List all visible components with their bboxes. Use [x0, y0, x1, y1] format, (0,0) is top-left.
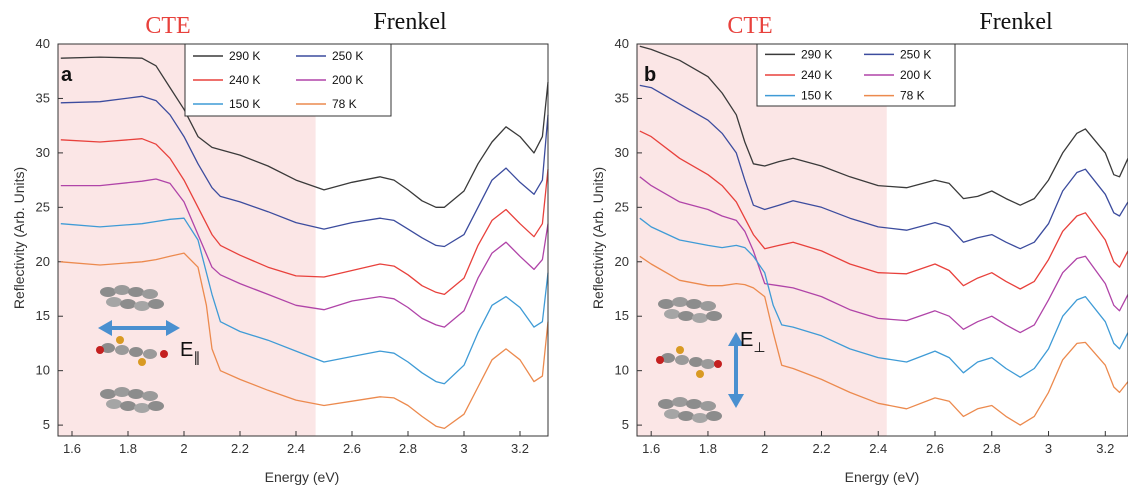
- panel-b-xtick-label: 1.6: [642, 441, 660, 456]
- panel-a-series-150k: [60, 217, 549, 385]
- panel-b-series-78k: [639, 255, 1128, 426]
- panel-a-cte-label: CTE: [145, 13, 190, 39]
- panel-b-series-200k: [639, 176, 1128, 334]
- panel-a-xtick-label: 2.6: [343, 441, 361, 456]
- panel-b-legend-label: 290 K: [801, 47, 832, 61]
- panel-b-molecule-top: [658, 297, 722, 323]
- panel-a-legend-label: 290 K: [229, 49, 260, 63]
- panel-a-ytick-label: 35: [36, 90, 50, 105]
- panel-b-xtick-label: 2.6: [926, 441, 944, 456]
- panel-a-xtick-label: 3: [460, 441, 467, 456]
- panel-b-xtick-label: 3: [1045, 441, 1052, 456]
- panel-a-molecule-top: [100, 285, 164, 311]
- panel-b-xtick-label: 1.8: [699, 441, 717, 456]
- panel-a-series-290k: [60, 56, 549, 208]
- panel-b-ytick-label: 40: [615, 36, 629, 51]
- panel-a-series: [60, 56, 549, 430]
- panel-a-polarization-arrow: [98, 320, 180, 336]
- panel-a-xtick-label: 2.2: [231, 441, 249, 456]
- panel-b-molecule-middle: [656, 346, 722, 378]
- panel-a-series-78k: [60, 252, 549, 430]
- panel-b-ytick-label: 30: [615, 145, 629, 160]
- panel-b-molecule-illustration: E⊥: [656, 297, 766, 423]
- panel-b-xtick-label: 2.8: [983, 441, 1001, 456]
- panel-b-xlabel: Energy (eV): [845, 469, 920, 485]
- panel-b-legend-label: 200 K: [900, 68, 931, 82]
- panel-b-polarization-label: E⊥: [740, 329, 766, 355]
- panel-a-molecule-middle: [96, 336, 168, 366]
- panel-a-xtick-label: 2.8: [399, 441, 417, 456]
- panel-b-legend-label: 78 K: [900, 89, 925, 103]
- panel-a-ytick-label: 20: [36, 254, 50, 269]
- panel-a-ticks: 1.6 1.8 2 2.2 2.4 2.6 2.8 3 3.2 5 10 15 20 25 30 35 40: [36, 36, 530, 456]
- panel-a-xlabel: Energy (eV): [265, 469, 340, 485]
- panel-a-legend-label: 150 K: [229, 97, 260, 111]
- panel-a-xtick-label: 3.2: [511, 441, 529, 456]
- panel-a-legend-label: 200 K: [332, 73, 363, 87]
- panel-b-ytick-label: 35: [615, 90, 629, 105]
- panel-b-series-240k: [639, 130, 1128, 290]
- panel-a-polarization-label: E∥: [180, 339, 200, 365]
- panel-a-ylabel: Reflectivity (Arb. Units): [11, 167, 27, 309]
- panel-a-legend-label: 78 K: [332, 97, 357, 111]
- panel-b-legend: 290 K 250 K 240 K 200 K 150 K 78 K: [756, 43, 956, 107]
- panel-a-xtick-label: 1.6: [63, 441, 81, 456]
- panel-b-ylabel: Reflectivity (Arb. Units): [590, 167, 606, 309]
- panel-b-label: b: [644, 64, 656, 86]
- panel-a-ytick-label: 25: [36, 199, 50, 214]
- panel-b-molecule-bottom: [658, 397, 722, 423]
- panel-a-molecule-illustration: E∥: [96, 285, 200, 413]
- panel-a-legend: 290 K 250 K 240 K 200 K 150 K 78 K: [184, 43, 392, 117]
- panel-a-xtick-label: 2: [180, 441, 187, 456]
- panel-a-frenkel-label: Frenkel: [373, 9, 447, 35]
- panel-a-legend-label: 250 K: [332, 49, 363, 63]
- panel-b-ytick-label: 5: [622, 417, 629, 432]
- panel-a: CTE Frenkel 1.6 1.8 2 2.2 2.4 2.6 2.8 3 3.2 5 10 15…: [11, 9, 549, 485]
- panel-a-molecule-bottom: [100, 387, 164, 413]
- panel-b-legend-label: 150 K: [801, 89, 832, 103]
- panel-a-xtick-label: 1.8: [119, 441, 137, 456]
- panel-a-ytick-label: 30: [36, 145, 50, 160]
- panel-a-ytick-label: 5: [43, 417, 50, 432]
- panel-b-ticks: 1.6 1.8 2 2.2 2.4 2.6 2.8 3 3.2 5 10 15 20 25 30 35 40: [615, 36, 1115, 456]
- panel-b-legend-label: 240 K: [801, 68, 832, 82]
- panel-b-ytick-label: 10: [615, 363, 629, 378]
- panel-b-cte-label: CTE: [727, 13, 772, 39]
- panel-b-ytick-label: 20: [615, 254, 629, 269]
- panel-b-legend-label: 250 K: [900, 47, 931, 61]
- panel-a-ytick-label: 40: [36, 36, 50, 51]
- panel-b-xtick-label: 2: [761, 441, 768, 456]
- panel-b-xtick-label: 3.2: [1096, 441, 1114, 456]
- panel-b: CTE Frenkel 1.6 1.8 2 2.2 2.4 2.6 2.8 3 3.2 5 10 15…: [590, 9, 1128, 485]
- panel-a-ytick-label: 15: [36, 308, 50, 323]
- panel-a-legend-label: 240 K: [229, 73, 260, 87]
- panel-a-series-200k: [60, 178, 549, 328]
- panel-b-series-290k: [639, 45, 1128, 206]
- panel-a-ytick-label: 10: [36, 363, 50, 378]
- panel-a-series-240k: [60, 138, 549, 296]
- panel-a-series-250k: [60, 95, 549, 248]
- panel-b-ytick-label: 15: [615, 308, 629, 323]
- panel-b-series: [639, 45, 1128, 426]
- panel-b-series-250k: [639, 84, 1128, 250]
- panel-b-xtick-label: 2.4: [869, 441, 887, 456]
- panel-a-label: a: [61, 64, 73, 86]
- panel-b-xtick-label: 2.2: [812, 441, 830, 456]
- panel-b-polarization-arrow: [728, 332, 744, 408]
- panel-a-xtick-label: 2.4: [287, 441, 305, 456]
- panel-b-frenkel-label: Frenkel: [979, 9, 1053, 35]
- panel-b-series-150k: [639, 217, 1128, 378]
- panel-b-ytick-label: 25: [615, 199, 629, 214]
